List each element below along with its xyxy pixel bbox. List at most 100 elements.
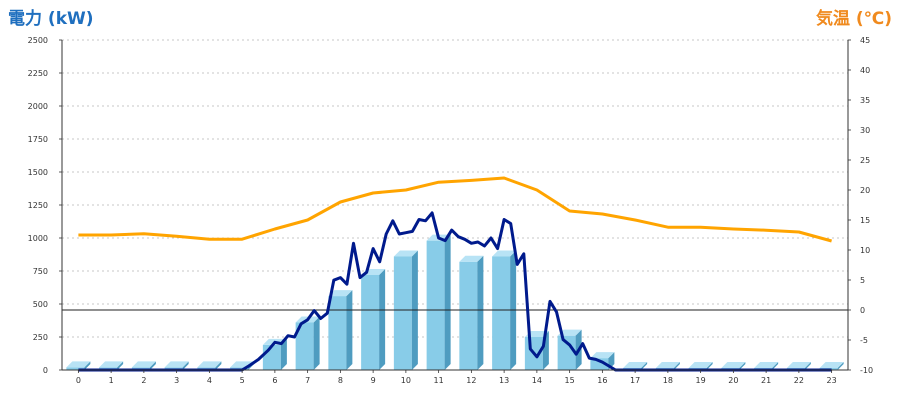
right-tick-label: 25 <box>860 156 870 165</box>
bar-top <box>164 361 189 368</box>
x-tick-label: 13 <box>499 376 509 385</box>
bar-side <box>313 316 320 370</box>
left-tick-label: 0 <box>43 366 48 375</box>
bar-side <box>772 362 779 370</box>
power-bar <box>426 234 451 370</box>
bar-side <box>117 361 124 370</box>
temperature-line <box>78 176 832 243</box>
power-bar <box>66 361 91 370</box>
bar-side <box>739 362 746 370</box>
right-tick-label: 0 <box>860 306 865 315</box>
bar-face <box>557 335 576 370</box>
power-line <box>78 211 832 372</box>
x-tick-label: 6 <box>272 376 277 385</box>
x-tick-label: 5 <box>240 376 245 385</box>
bar-face <box>492 256 511 370</box>
x-tick-label: 23 <box>827 376 837 385</box>
left-axis-title: 電力 (kW) <box>8 9 94 29</box>
x-tick-label: 0 <box>76 376 81 385</box>
left-tick-label: 1500 <box>28 168 48 177</box>
x-tick-label: 9 <box>371 376 376 385</box>
right-axis-ticks: -10 -5 0 5 10 15 20 25 30 35 40 45 <box>848 36 873 375</box>
power-bar <box>361 268 386 370</box>
bar-side <box>641 362 648 370</box>
x-tick-label: 21 <box>761 376 771 385</box>
left-tick-label: 250 <box>33 333 48 342</box>
bar-top <box>393 250 418 257</box>
left-tick-label: 1000 <box>28 234 48 243</box>
x-tick-label: 17 <box>630 376 640 385</box>
x-tick-label: 16 <box>597 376 607 385</box>
x-tick-label: 12 <box>466 376 476 385</box>
right-tick-label: 35 <box>860 96 870 105</box>
grid-lines <box>62 39 848 338</box>
bar-side <box>673 362 680 370</box>
left-tick-label: 2000 <box>28 102 48 111</box>
x-axis-ticks: 0 1 2 3 4 5 6 7 8 9 10 11 12 13 14 15 16 17 18 19 20 21 22 23 <box>76 370 837 385</box>
bar-face <box>590 358 609 370</box>
x-tick-label: 3 <box>174 376 179 385</box>
right-tick-label: 30 <box>860 126 870 135</box>
bar-face <box>459 261 478 370</box>
bar-top <box>623 362 648 369</box>
power-bar <box>557 329 582 370</box>
left-tick-label: 1750 <box>28 135 48 144</box>
x-tick-label: 20 <box>728 376 738 385</box>
right-tick-label: -10 <box>860 366 873 375</box>
x-tick-label: 14 <box>532 376 542 385</box>
power-bar <box>328 290 353 370</box>
x-tick-label: 11 <box>434 376 444 385</box>
bar-side <box>444 234 451 370</box>
left-tick-label: 750 <box>33 267 48 276</box>
bar-top <box>459 255 484 262</box>
bar-top <box>754 362 779 369</box>
bar-face <box>393 256 412 370</box>
bar-side <box>149 361 156 370</box>
bar-top <box>492 250 517 257</box>
left-axis-ticks: 0 250 500 750 1000 1250 1500 1750 2000 2250 2500 <box>28 36 62 375</box>
bar-top <box>66 361 91 368</box>
bar-face <box>295 322 314 370</box>
x-tick-label: 19 <box>696 376 706 385</box>
bar-top <box>557 329 582 336</box>
bar-side <box>346 290 353 370</box>
bar-side <box>706 362 713 370</box>
bar-side <box>379 268 386 370</box>
bar-side <box>837 362 844 370</box>
x-tick-label: 7 <box>305 376 310 385</box>
bar-side <box>182 361 189 370</box>
x-tick-label: 10 <box>401 376 411 385</box>
right-tick-label: 10 <box>860 246 870 255</box>
x-tick-label: 2 <box>141 376 146 385</box>
bar-top <box>688 362 713 369</box>
bar-face <box>361 274 380 370</box>
bar-top <box>590 352 615 359</box>
power-bar <box>459 255 484 370</box>
left-tick-label: 2250 <box>28 69 48 78</box>
x-tick-label: 18 <box>663 376 673 385</box>
x-tick-label: 15 <box>565 376 575 385</box>
power-series <box>78 211 832 372</box>
right-tick-label: 20 <box>860 186 870 195</box>
bar-side <box>477 255 484 370</box>
x-tick-label: 22 <box>794 376 804 385</box>
bar-top <box>99 361 124 368</box>
bar-side <box>280 338 287 370</box>
bar-face <box>426 240 445 370</box>
bar-side <box>215 361 222 370</box>
right-tick-label: 5 <box>860 276 865 285</box>
bar-top <box>655 362 680 369</box>
power-bars <box>66 234 844 370</box>
bar-top <box>131 361 156 368</box>
bar-top <box>721 362 746 369</box>
bar-top <box>786 362 811 369</box>
right-tick-label: 40 <box>860 66 870 75</box>
x-tick-label: 1 <box>109 376 114 385</box>
right-tick-label: 15 <box>860 216 870 225</box>
bar-side <box>84 361 91 370</box>
temperature-series <box>78 176 832 243</box>
axes <box>61 40 849 371</box>
right-tick-label: -5 <box>860 336 868 345</box>
